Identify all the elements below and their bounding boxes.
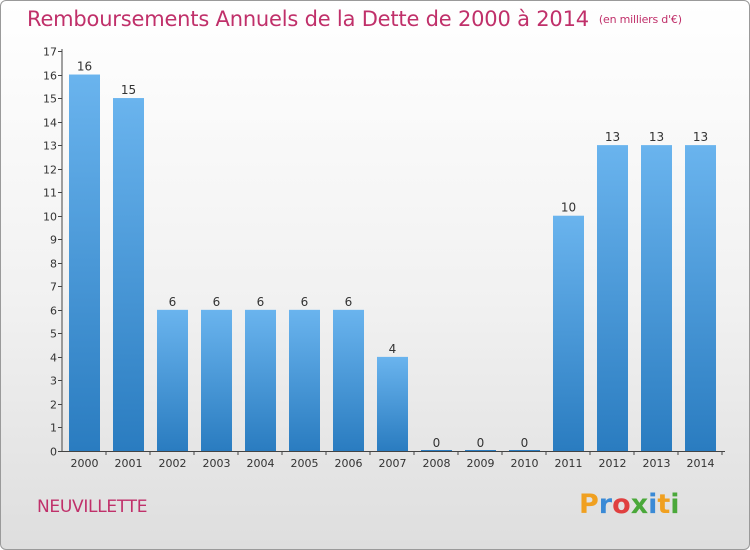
data-label-2008: 0	[433, 436, 441, 450]
logo-letter: t	[657, 489, 671, 520]
y-tick-label: 7	[50, 281, 57, 294]
x-tick-label: 2000	[71, 457, 99, 470]
bar-2012	[597, 145, 628, 451]
bar-2011	[553, 215, 584, 451]
x-tick-label: 2011	[555, 457, 583, 470]
x-tick-label: 2001	[115, 457, 143, 470]
logo-letter: i	[670, 489, 680, 520]
y-tick-label: 8	[50, 258, 57, 271]
chart-title-text: Remboursements Annuels de la Dette de 20…	[27, 7, 589, 31]
x-tick-label: 2014	[687, 457, 715, 470]
y-tick-label: 5	[50, 328, 57, 341]
y-tick-label: 1	[50, 422, 57, 435]
bar-2010	[509, 450, 540, 451]
y-tick-label: 3	[50, 375, 57, 388]
y-tick-label: 17	[43, 46, 57, 59]
x-tick-label: 2009	[467, 457, 495, 470]
bar-2005	[289, 309, 320, 451]
data-label-2006: 6	[345, 295, 353, 309]
y-tick-label: 6	[50, 305, 57, 318]
y-tick-label: 10	[43, 211, 57, 224]
data-label-2004: 6	[257, 295, 265, 309]
y-tick-label: 0	[50, 446, 57, 459]
chart-title: Remboursements Annuels de la Dette de 20…	[27, 7, 682, 31]
y-tick-label: 2	[50, 399, 57, 412]
x-tick-label: 2013	[643, 457, 671, 470]
y-tick-label: 12	[43, 164, 57, 177]
bar-2013	[641, 145, 672, 451]
x-tick-label: 2003	[203, 457, 231, 470]
y-tick-label: 14	[43, 117, 57, 130]
data-label-2009: 0	[477, 436, 485, 450]
logo-letter: o	[612, 489, 631, 520]
x-tick-label: 2010	[511, 457, 539, 470]
data-label-2003: 6	[213, 295, 221, 309]
y-tick-label: 11	[43, 187, 57, 200]
y-tick-label: 13	[43, 140, 57, 153]
x-tick-label: 2006	[335, 457, 363, 470]
bar-2008	[421, 450, 452, 451]
bar-2003	[201, 309, 232, 451]
x-tick-label: 2002	[159, 457, 187, 470]
x-tick-label: 2007	[379, 457, 407, 470]
chart-unit: (en milliers d'€)	[598, 13, 682, 26]
bar-2001	[113, 98, 144, 451]
y-tick-label: 16	[43, 70, 57, 83]
commune-name: NEUVILLETTE	[37, 497, 148, 517]
data-label-2005: 6	[301, 295, 309, 309]
bar-2007	[377, 356, 408, 451]
proxiti-logo: Proxiti	[579, 489, 680, 520]
x-tick-label: 2012	[599, 457, 627, 470]
y-tick-label: 9	[50, 234, 57, 247]
bar-2014	[685, 145, 716, 451]
logo-letter: P	[579, 489, 599, 520]
bar-2002	[157, 309, 188, 451]
bar-2009	[465, 450, 496, 451]
x-tick-label: 2008	[423, 457, 451, 470]
bar-2000	[69, 74, 100, 451]
x-tick-label: 2005	[291, 457, 319, 470]
y-tick-label: 15	[43, 93, 57, 106]
data-label-2014: 13	[693, 130, 708, 144]
data-label-2011: 10	[561, 201, 576, 215]
data-label-2001: 15	[121, 83, 136, 97]
logo-letter: x	[630, 489, 649, 520]
data-label-2002: 6	[169, 295, 177, 309]
bar-2006	[333, 309, 364, 451]
logo-letter: r	[598, 489, 613, 520]
y-tick-label: 4	[50, 352, 57, 365]
data-label-2000: 16	[77, 60, 92, 74]
data-label-2010: 0	[521, 436, 529, 450]
data-label-2013: 13	[649, 130, 664, 144]
data-label-2012: 13	[605, 130, 620, 144]
logo-letter: i	[648, 489, 658, 520]
data-label-2007: 4	[389, 342, 397, 356]
x-tick-label: 2004	[247, 457, 275, 470]
bar-2004	[245, 309, 276, 451]
